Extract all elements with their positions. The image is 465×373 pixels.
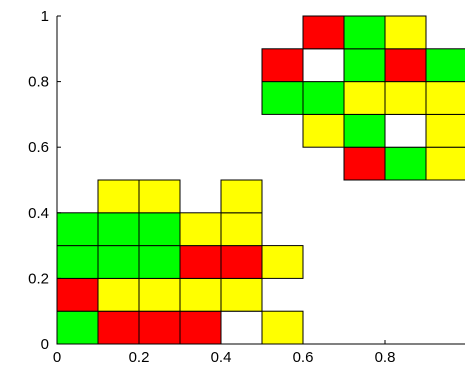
heatmap-cell-yellow [302,113,345,148]
heatmap-cell-green [97,245,140,279]
heatmap-cell-white [384,113,427,148]
heatmap-cell-green [343,15,386,50]
heatmap-cell-yellow [425,81,465,115]
heatmap-cell-yellow [261,245,304,279]
heatmap-cell-red [179,245,222,279]
heatmap-cell-green [343,48,386,83]
heatmap-cell-green [138,245,181,279]
ticks-layer: 0 0.2 0.4 0.6 0.8 0 0.2 0.4 0.6 0.8 1 [28,8,395,366]
heatmap-cell-white [302,48,345,83]
heatmap-cell-green [138,212,181,247]
x-tick-label: 0 [53,349,61,366]
heatmap-cell-yellow [97,277,140,312]
heatmap-cell-yellow [97,179,140,214]
heatmap-cell-green [425,48,465,83]
heatmap-cell-red [138,310,181,345]
heatmap-cell-yellow [384,81,427,115]
heatmap-cell-red [384,48,427,83]
heatmap-cell-green [384,146,427,181]
heatmap-cell-green [56,310,99,345]
y-tick-label: 0.6 [28,139,49,156]
heatmap-cell-yellow [425,146,465,181]
heatmap-cell-red [97,310,140,345]
y-tick-label: 0.4 [28,205,49,222]
y-tick-label: 1 [41,8,49,25]
heatmap-cell-red [261,48,304,83]
heatmap-cell-yellow [179,277,222,312]
y-tick-label: 0 [41,336,49,353]
heatmap-cell-red [220,245,263,279]
heatmap-cell-yellow [179,212,222,247]
heatmap-cell-yellow [261,310,304,345]
heatmap-cell-yellow [425,113,465,148]
heatmap-cell-yellow [138,277,181,312]
heatmap-cell-green [302,81,345,115]
heatmap-cell-green [343,113,386,148]
heatmap-cell-red [179,310,222,345]
heatmap-cell-red [343,146,386,181]
heatmap-cell-yellow [220,179,263,214]
heatmap-cell-green [56,245,99,279]
x-tick-label: 0.6 [293,349,314,366]
heatmap-cell-green [97,212,140,247]
heatmap-cell-red [56,277,99,312]
y-tick-label: 0.8 [28,74,49,91]
heatmap-cell-green [261,81,304,115]
cells-layer [56,15,465,345]
axes-layer [56,16,465,345]
heatmap-cell-yellow [220,212,263,247]
x-tick-label: 0.2 [129,349,150,366]
heatmap-cell-green [56,212,99,247]
heatmap-cell-red [302,15,345,50]
y-tick-label: 0.2 [28,270,49,287]
x-tick-label: 0.4 [211,349,232,366]
heatmap-cell-yellow [220,277,263,312]
x-tick-label: 0.8 [375,349,396,366]
heatmap-cell-yellow [138,179,181,214]
heatmap-cell-yellow [384,15,427,50]
heatmap-cell-yellow [343,81,386,115]
heatmap-cell-white [220,310,263,345]
